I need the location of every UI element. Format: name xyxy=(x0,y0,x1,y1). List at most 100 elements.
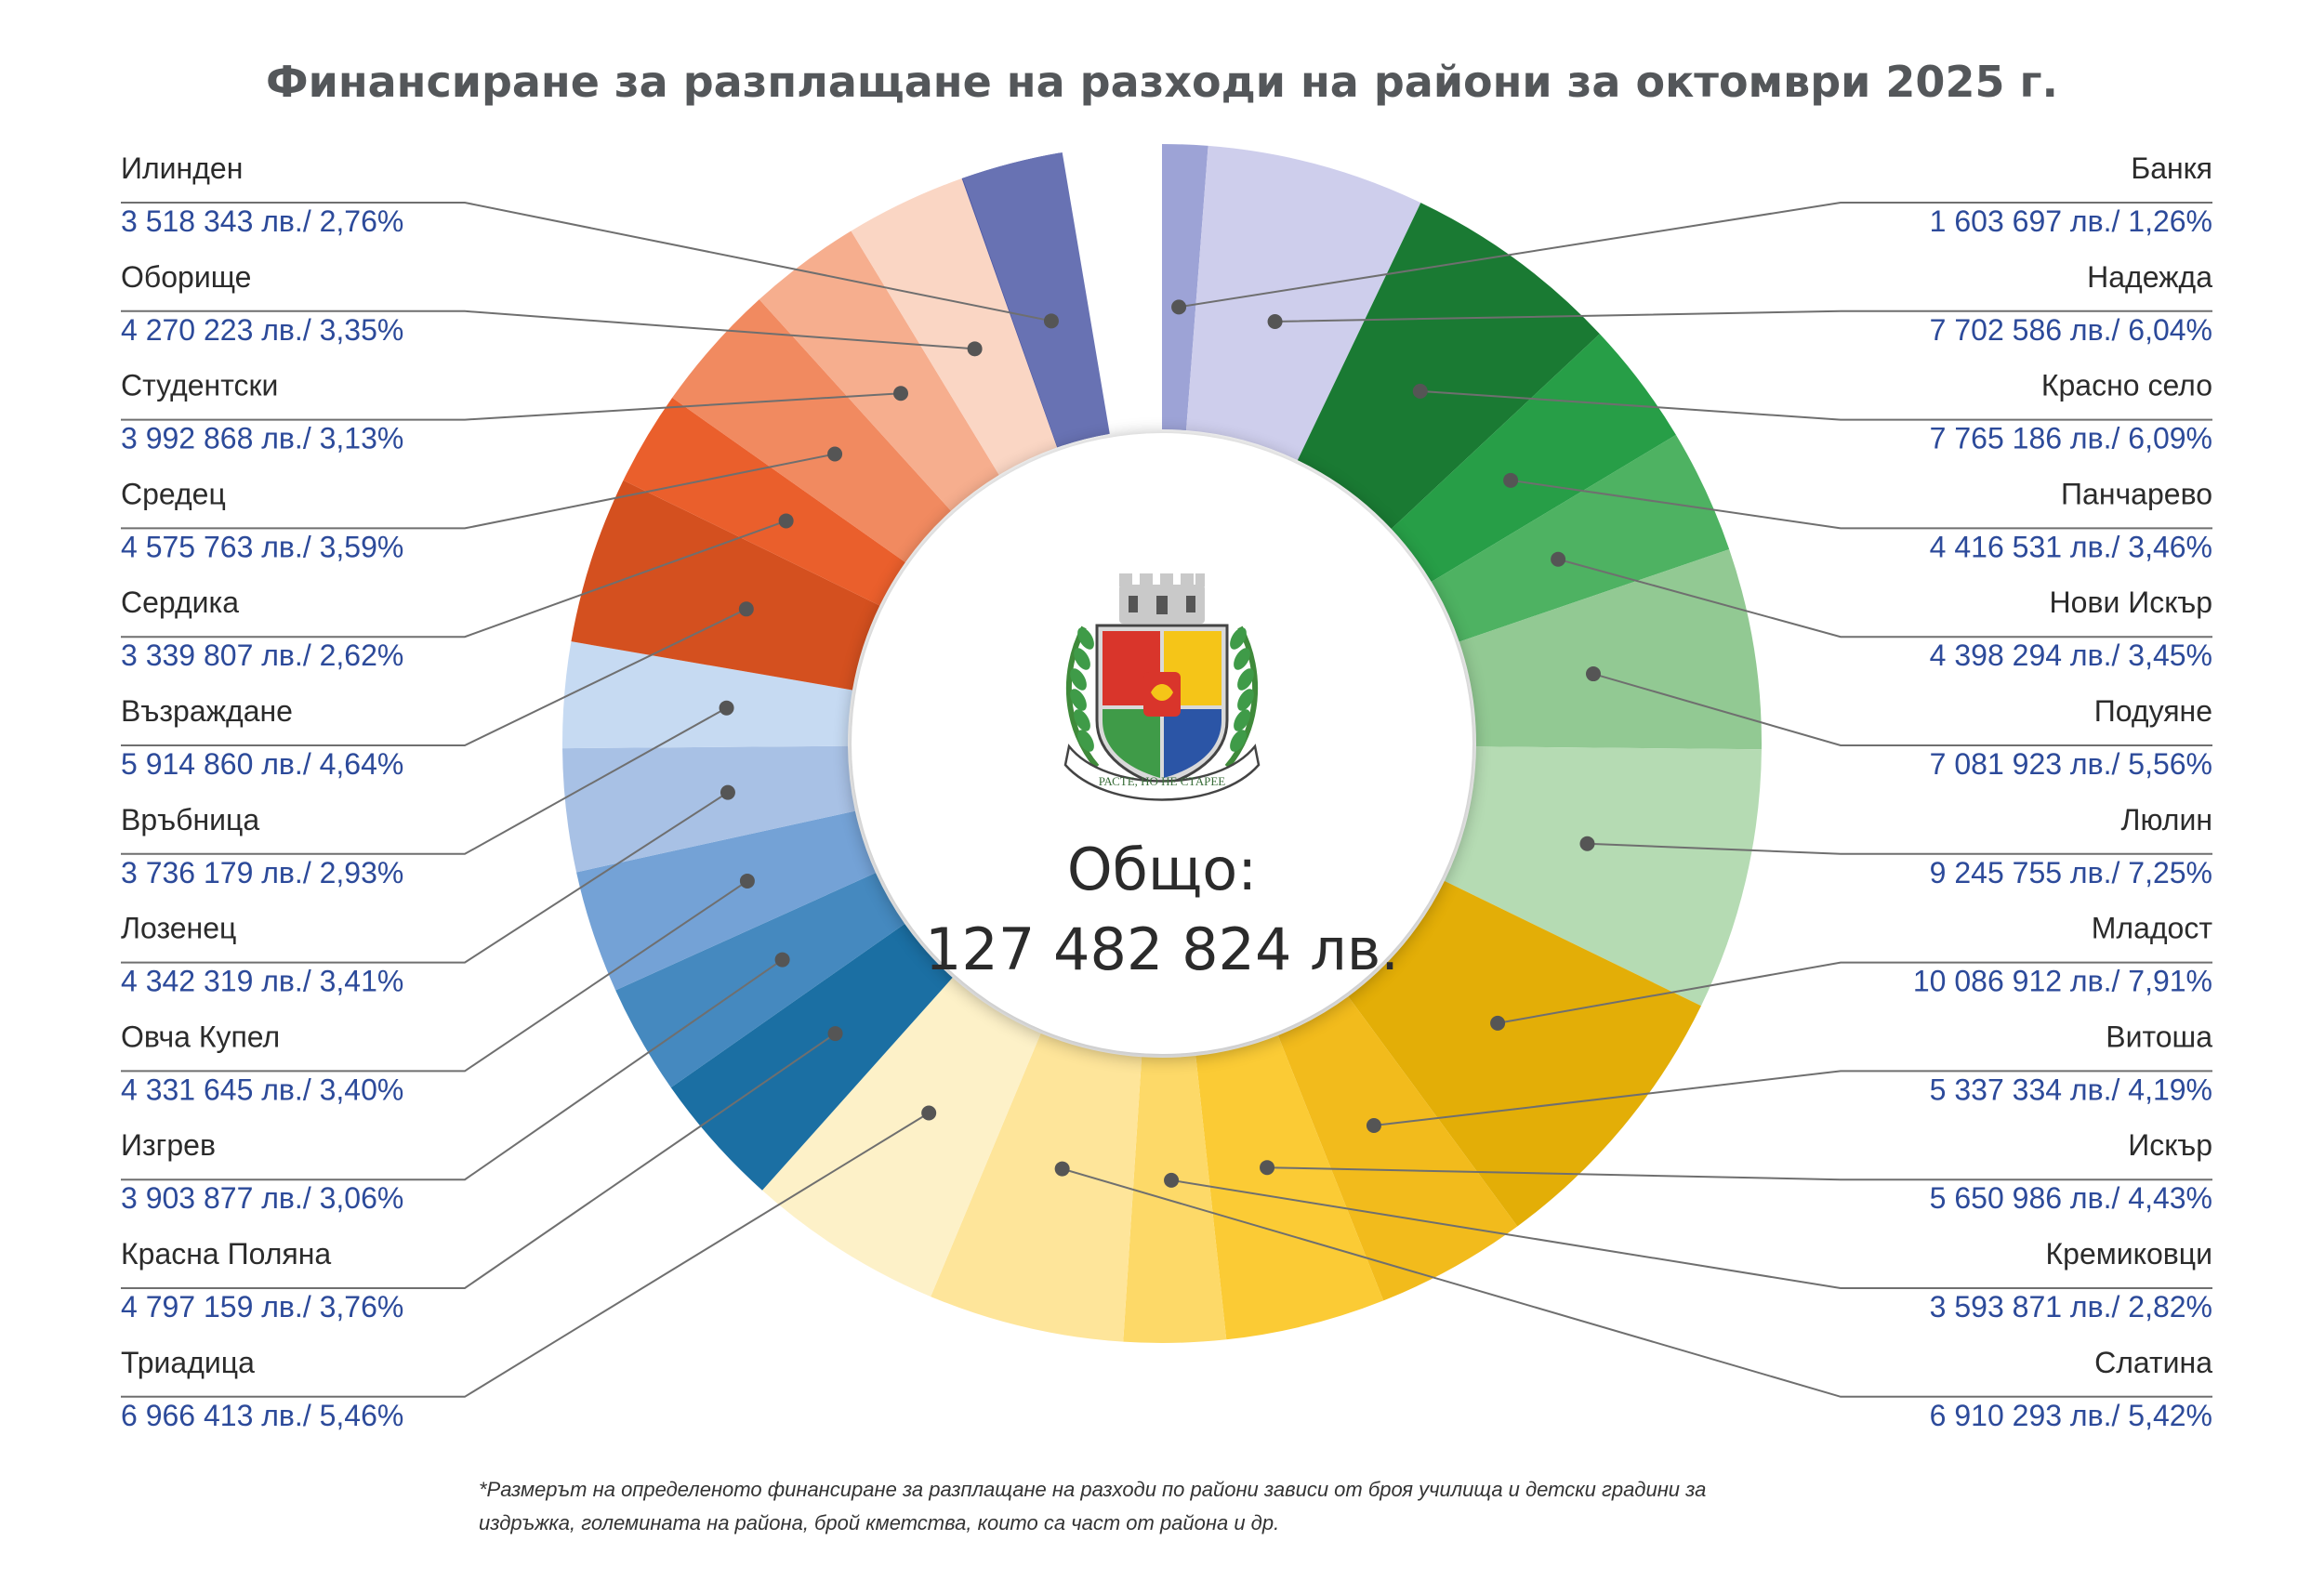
leader-dot xyxy=(1260,1160,1275,1176)
label-value: 6 910 293 лв./ 5,42% xyxy=(1930,1399,2212,1432)
laurel-leaf xyxy=(1230,730,1247,752)
label-value: 5 337 334 лв./ 4,19% xyxy=(1930,1073,2212,1106)
leader-dot xyxy=(719,700,734,716)
leader-line xyxy=(1178,202,2212,309)
laurel-leaf xyxy=(1070,689,1087,711)
label-name: Кремиковци xyxy=(2046,1237,2212,1271)
slice-Лозенец xyxy=(562,745,855,873)
chart-title: Финансиране за разплащане на разходи на … xyxy=(266,57,2058,107)
leader-line xyxy=(1274,309,2212,323)
slice-Искър xyxy=(1195,1035,1384,1340)
leader-dot xyxy=(1366,1118,1381,1134)
leader-line xyxy=(121,453,836,530)
leader-dot xyxy=(774,952,790,968)
slice-Кремиковци xyxy=(1123,1056,1227,1343)
label-value: 9 245 755 лв./ 7,25% xyxy=(1930,856,2212,889)
leader-line xyxy=(121,309,975,350)
leader-line xyxy=(1510,479,2212,530)
crest-laurel-left xyxy=(1065,625,1100,769)
leader-dot xyxy=(967,341,983,357)
leader-line xyxy=(1062,1167,2212,1398)
leader-dot xyxy=(1054,1161,1070,1177)
label-value: 3 992 868 лв./ 3,13% xyxy=(121,422,403,455)
label-name: Сердика xyxy=(121,586,239,619)
slice-Студентски xyxy=(759,230,999,511)
crest-shield xyxy=(1095,624,1229,787)
label-value: 3 593 871 лв./ 2,82% xyxy=(1930,1290,2212,1323)
label-name: Витоша xyxy=(2106,1020,2212,1053)
label-name: Студентски xyxy=(121,369,278,402)
label-name: Младост xyxy=(2092,912,2213,945)
label-value: 4 342 319 лв./ 3,41% xyxy=(121,965,403,998)
total-value: 127 482 824 лв. xyxy=(925,915,1399,983)
label-name: Слатина xyxy=(2094,1346,2212,1379)
leader-line xyxy=(1497,961,2212,1024)
slice-Изгрев xyxy=(615,873,905,1088)
laurel-leaf xyxy=(1077,627,1094,650)
label-name: Подуяне xyxy=(2094,694,2212,728)
laurel-leaf xyxy=(1237,689,1254,711)
label-name: Възраждане xyxy=(121,694,293,728)
crest-ribbon xyxy=(1063,744,1261,801)
label-name: Искър xyxy=(2128,1128,2212,1162)
label-value: 7 765 186 лв./ 6,09% xyxy=(1930,422,2212,455)
leader-line xyxy=(121,520,786,639)
laurel-leaf xyxy=(1234,648,1250,670)
leader-dot xyxy=(1043,313,1059,329)
leader-line xyxy=(1587,842,2212,855)
label-value: 6 966 413 лв./ 5,46% xyxy=(121,1399,403,1432)
leader-line xyxy=(1170,1178,2212,1289)
leader-line xyxy=(1592,673,2212,746)
leader-dot xyxy=(1503,472,1519,488)
laurel-leaf xyxy=(1230,627,1247,650)
leader-dot xyxy=(921,1105,937,1121)
label-value: 1 603 697 лв./ 1,26% xyxy=(1930,204,2212,238)
laurel-leaf xyxy=(1234,709,1250,731)
label-value: 4 416 531 лв./ 3,46% xyxy=(1930,530,2212,563)
leader-line xyxy=(121,958,784,1181)
leader-dot xyxy=(778,513,794,529)
label-name: Красно село xyxy=(2041,369,2212,402)
label-value: 5 914 860 лв./ 4,64% xyxy=(121,747,403,781)
slice-Младост xyxy=(1348,880,1701,1227)
label-value: 4 331 645 лв./ 3,40% xyxy=(121,1073,403,1106)
slice-Люлин xyxy=(1444,746,1762,1007)
leader-line xyxy=(121,202,1052,323)
slice-Other xyxy=(962,151,1110,448)
leader-line xyxy=(121,1112,930,1398)
label-value: 4 797 159 лв./ 3,76% xyxy=(121,1290,403,1323)
slice-Сердика xyxy=(623,397,905,606)
laurel-leaf xyxy=(1237,668,1254,691)
label-value: 3 518 343 лв./ 2,76% xyxy=(121,204,403,238)
slice-Подуяне xyxy=(1459,548,1763,750)
label-value: 7 081 923 лв./ 5,56% xyxy=(1930,747,2212,781)
label-name: Връбница xyxy=(121,803,259,836)
slice-Средец xyxy=(672,299,951,563)
crest-laurel-right xyxy=(1224,625,1259,769)
slice-Красна Поляна xyxy=(670,923,953,1191)
leader-dot xyxy=(827,446,843,462)
label-name: Лозенец xyxy=(121,912,236,945)
slice-Слатина xyxy=(931,1033,1142,1342)
leader-line xyxy=(1419,389,2212,421)
laurel-leaf xyxy=(1074,648,1090,670)
leader-dot xyxy=(1579,836,1595,851)
leader-dot xyxy=(1490,1015,1506,1031)
leader-dot xyxy=(827,1026,843,1042)
slice-Триадица xyxy=(761,977,1041,1297)
label-value: 4 398 294 лв./ 3,45% xyxy=(1930,639,2212,672)
slice-Оборище xyxy=(851,178,1058,476)
leader-dot xyxy=(1551,551,1566,567)
slice-Надежда xyxy=(1186,145,1421,461)
label-name: Красна Поляна xyxy=(121,1237,331,1271)
slice-Връбница xyxy=(562,641,852,749)
label-name: Панчарево xyxy=(2061,477,2212,510)
leader-dot xyxy=(1171,299,1187,315)
leader-line xyxy=(1557,558,2212,639)
laurel-leaf xyxy=(1070,668,1087,691)
leader-dot xyxy=(720,784,735,800)
label-value: 3 903 877 лв./ 3,06% xyxy=(121,1181,403,1215)
slice-Банкя xyxy=(1162,144,1208,431)
label-value: 3 736 179 лв./ 2,93% xyxy=(121,856,403,889)
